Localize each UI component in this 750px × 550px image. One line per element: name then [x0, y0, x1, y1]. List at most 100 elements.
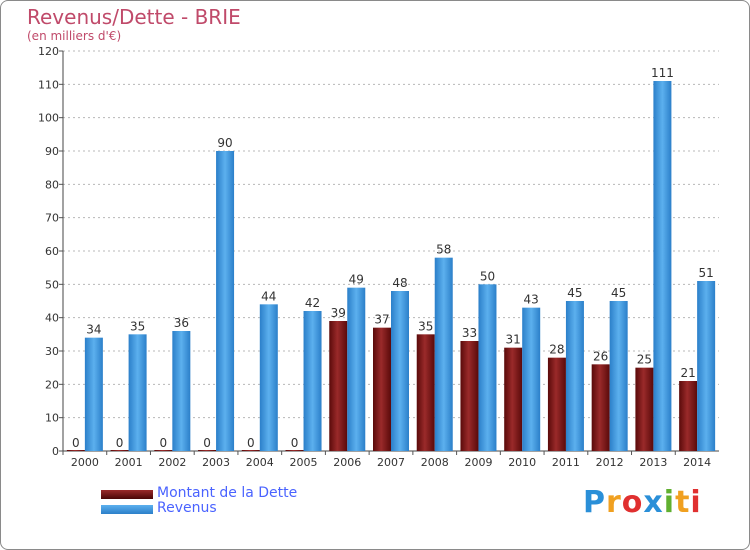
y-tick-label: 40 [45, 312, 59, 325]
x-tick-label: 2013 [639, 456, 667, 469]
data-label-dette: 26 [593, 349, 608, 363]
data-label-revenus: 44 [261, 289, 276, 303]
bar-dette [110, 450, 129, 451]
x-tick-label: 2011 [552, 456, 580, 469]
data-label-revenus: 90 [217, 136, 232, 150]
bar-dette [460, 341, 479, 451]
proxiti-logo: Proxiti [583, 485, 702, 520]
bar-dette [154, 450, 173, 451]
x-tick-label: 2012 [596, 456, 624, 469]
x-tick-label: 2004 [246, 456, 274, 469]
data-label-revenus: 43 [524, 293, 539, 307]
data-label-dette: 35 [418, 319, 433, 333]
data-label-revenus: 35 [130, 319, 145, 333]
data-label-dette: 0 [160, 436, 168, 450]
bar-revenus [434, 257, 453, 451]
bar-dette [198, 450, 217, 451]
data-label-dette: 21 [680, 366, 695, 380]
data-label-dette: 0 [203, 436, 211, 450]
logo-letter: o [621, 485, 644, 520]
y-tick-label: 50 [45, 278, 59, 291]
x-tick-label: 2002 [158, 456, 186, 469]
x-tick-label: 2007 [377, 456, 405, 469]
logo-letter: P [583, 485, 606, 520]
data-label-dette: 28 [549, 343, 564, 357]
bar-revenus [303, 311, 322, 451]
data-label-dette: 0 [72, 436, 80, 450]
bar-dette [591, 364, 610, 451]
bar-dette [241, 450, 260, 451]
data-label-dette: 0 [247, 436, 255, 450]
legend-label-dette: Montant de la Dette [157, 485, 298, 501]
x-tick-label: 2014 [683, 456, 711, 469]
x-tick-label: 2001 [115, 456, 143, 469]
data-label-revenus: 50 [480, 269, 495, 283]
bar-revenus [172, 331, 191, 451]
bar-dette [373, 327, 391, 451]
bar-revenus [347, 287, 366, 451]
data-label-revenus: 36 [174, 316, 189, 330]
bar-dette [547, 357, 566, 451]
logo-letter: i [690, 485, 702, 520]
bar-revenus [259, 304, 278, 451]
bar-revenus [391, 291, 409, 451]
data-label-dette: 33 [462, 326, 477, 340]
bar-revenus [128, 334, 147, 451]
data-label-revenus: 48 [392, 276, 407, 290]
y-tick-label: 100 [38, 112, 59, 125]
data-label-revenus: 34 [86, 323, 101, 337]
chart-title: Revenus/Dette - BRIE [27, 5, 241, 29]
data-label-dette: 37 [374, 313, 389, 327]
bar-dette [329, 321, 348, 451]
x-tick-label: 2009 [464, 456, 492, 469]
legend-swatch-dette [101, 490, 153, 499]
data-label-revenus: 45 [567, 286, 582, 300]
x-tick-label: 2008 [421, 456, 449, 469]
legend-swatch-revenus [101, 505, 153, 514]
data-label-revenus: 45 [611, 286, 626, 300]
y-tick-label: 30 [45, 345, 59, 358]
bar-dette [416, 334, 435, 451]
data-label-revenus: 51 [698, 266, 713, 280]
data-label-dette: 31 [506, 333, 521, 347]
x-tick-label: 2003 [202, 456, 230, 469]
x-tick-label: 2010 [508, 456, 536, 469]
y-tick-label: 70 [45, 212, 59, 225]
bar-revenus [522, 307, 541, 451]
legend-label-revenus: Revenus [157, 500, 217, 516]
bar-dette [66, 450, 85, 451]
data-label-dette: 0 [291, 436, 299, 450]
y-tick-label: 80 [45, 178, 59, 191]
x-tick-label: 2000 [71, 456, 99, 469]
y-tick-label: 90 [45, 145, 59, 158]
bar-revenus [216, 151, 235, 451]
bar-dette [504, 347, 523, 451]
logo-letter: r [606, 485, 622, 520]
bar-revenus [697, 281, 716, 451]
bar-revenus [653, 81, 672, 451]
data-label-dette: 0 [116, 436, 124, 450]
y-tick-label: 60 [45, 245, 59, 258]
bar-revenus [609, 301, 628, 451]
logo-letter: x [643, 485, 664, 520]
y-tick-label: 120 [38, 45, 59, 58]
bar-dette [635, 367, 654, 451]
y-tick-label: 0 [52, 445, 59, 458]
data-label-revenus: 111 [651, 66, 674, 80]
bar-revenus [84, 337, 103, 451]
x-tick-label: 2006 [333, 456, 361, 469]
data-label-revenus: 58 [436, 243, 451, 257]
data-label-dette: 25 [637, 353, 652, 367]
data-label-revenus: 49 [349, 273, 364, 287]
chart-subtitle: (en milliers d'€) [27, 29, 122, 43]
logo-letter: t [675, 485, 691, 520]
bar-dette [679, 381, 698, 451]
bar-revenus [565, 301, 584, 451]
logo-letter: i [663, 485, 676, 520]
data-label-revenus: 42 [305, 296, 320, 310]
y-tick-label: 110 [38, 78, 59, 91]
bar-revenus [478, 284, 497, 451]
bar-dette [285, 450, 304, 451]
x-tick-label: 2005 [290, 456, 318, 469]
